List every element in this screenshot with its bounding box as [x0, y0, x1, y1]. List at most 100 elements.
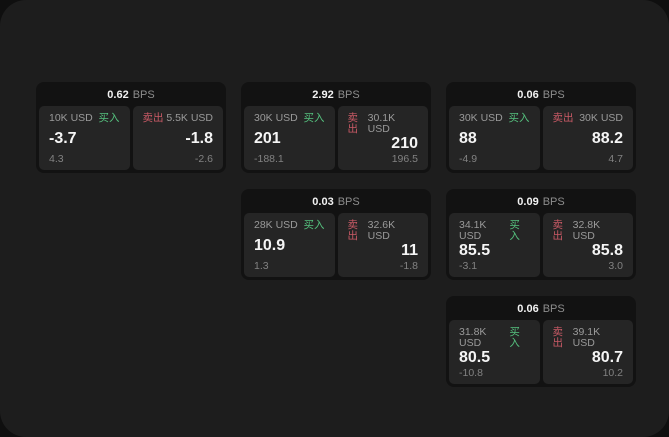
buy-panel-top: 10K USD 买入	[49, 113, 120, 124]
sell-label: 卖出	[552, 219, 564, 242]
buy-label: 买入	[303, 219, 325, 231]
sell-label: 卖出	[347, 112, 359, 135]
buy-delta: 4.3	[49, 152, 64, 165]
buy-size-label: 10K USD	[49, 112, 93, 124]
buy-label: 买入	[508, 112, 530, 124]
quote-card: 2.92 BPS 30K USD 买入 201 -188.1 卖出 30.1K …	[241, 82, 431, 173]
buy-label: 买入	[509, 219, 520, 242]
quote-card: 0.06 BPS 30K USD 买入 88 -4.9 卖出 30K USD 8…	[446, 82, 636, 173]
sell-price: 88.2	[591, 129, 623, 147]
quote-panels: 34.1K USD 买入 85.5 -3.1 卖出 32.8K USD 85.8…	[449, 213, 633, 277]
buy-delta: 1.3	[254, 259, 269, 272]
buy-size-label: 34.1K USD	[459, 219, 487, 242]
sell-panel[interactable]: 卖出 39.1K USD 80.7 10.2	[542, 320, 633, 384]
buy-size-label: 30K USD	[459, 112, 503, 124]
bps-unit-label: BPS	[337, 196, 360, 208]
buy-price: 80.5	[459, 348, 491, 366]
bps-value: 2.92	[312, 89, 334, 101]
bps-unit-label: BPS	[542, 89, 565, 101]
quote-panels: 28K USD 买入 10.9 1.3 卖出 32.6K USD 11 -1.8	[244, 213, 428, 277]
buy-panel[interactable]: 30K USD 买入 201 -188.1	[244, 106, 335, 170]
sell-size-label: 30.1K USD	[367, 112, 396, 135]
sell-size-label: 5.5K USD	[166, 112, 213, 124]
buy-price: 201	[254, 129, 281, 147]
bps-header: 0.62 BPS	[39, 85, 223, 106]
buy-label: 买入	[303, 112, 325, 124]
sell-panel-top: 卖出 30K USD	[553, 113, 624, 124]
sell-panel[interactable]: 卖出 5.5K USD -1.8 -2.6	[132, 106, 223, 170]
buy-panel-top: 30K USD 买入	[459, 113, 530, 124]
bps-header: 0.09 BPS	[449, 192, 633, 213]
bps-value: 0.06	[517, 89, 539, 101]
bps-value: 0.09	[517, 196, 539, 208]
bps-header: 0.06 BPS	[449, 299, 633, 320]
bps-unit-label: BPS	[337, 89, 360, 101]
bps-unit-label: BPS	[542, 196, 565, 208]
buy-price: 10.9	[254, 236, 286, 254]
buy-delta: -10.8	[459, 366, 483, 379]
sell-price: 80.7	[591, 348, 623, 366]
buy-size-label: 28K USD	[254, 219, 298, 231]
sell-panel-top: 卖出 32.8K USD	[553, 220, 624, 241]
sell-size-label: 32.6K USD	[367, 219, 396, 242]
buy-label: 买入	[98, 112, 120, 124]
buy-panel[interactable]: 10K USD 买入 -3.7 4.3	[39, 106, 130, 170]
bps-value: 0.03	[312, 196, 334, 208]
quote-card: 0.03 BPS 28K USD 买入 10.9 1.3 卖出 32.6K US…	[241, 189, 431, 280]
buy-panel[interactable]: 30K USD 买入 88 -4.9	[449, 106, 540, 170]
bps-header: 2.92 BPS	[244, 85, 428, 106]
buy-size-label: 31.8K USD	[459, 326, 487, 349]
buy-panel-top: 30K USD 买入	[254, 113, 325, 124]
bps-header: 0.03 BPS	[244, 192, 428, 213]
sell-size-label: 30K USD	[579, 112, 623, 124]
quote-panels: 30K USD 买入 88 -4.9 卖出 30K USD 88.2 4.7	[449, 106, 633, 170]
sell-delta: -2.6	[194, 152, 213, 165]
sell-label: 卖出	[142, 112, 164, 124]
sell-panel[interactable]: 卖出 32.8K USD 85.8 3.0	[542, 213, 633, 277]
buy-price: -3.7	[49, 129, 77, 147]
sell-delta: 3.0	[608, 259, 623, 272]
sell-size-label: 39.1K USD	[572, 326, 601, 349]
sell-panel-top: 卖出 5.5K USD	[143, 113, 214, 124]
buy-panel-top: 31.8K USD 买入	[459, 327, 530, 348]
sell-panel[interactable]: 卖出 32.6K USD 11 -1.8	[337, 213, 428, 277]
sell-label: 卖出	[552, 326, 564, 349]
sell-price: 11	[401, 241, 418, 259]
quote-card: 0.06 BPS 31.8K USD 买入 80.5 -10.8 卖出 39.1…	[446, 296, 636, 387]
sell-panel-top: 卖出 32.6K USD	[348, 220, 419, 241]
buy-panel[interactable]: 31.8K USD 买入 80.5 -10.8	[449, 320, 540, 384]
sell-panel[interactable]: 卖出 30K USD 88.2 4.7	[542, 106, 633, 170]
bps-unit-label: BPS	[542, 303, 565, 315]
bps-header: 0.06 BPS	[449, 85, 633, 106]
sell-delta: -1.8	[399, 259, 418, 272]
quote-card: 0.62 BPS 10K USD 买入 -3.7 4.3 卖出 5.5K USD…	[36, 82, 226, 173]
buy-delta: -3.1	[459, 259, 478, 272]
buy-panel[interactable]: 28K USD 买入 10.9 1.3	[244, 213, 335, 277]
quote-panels: 30K USD 买入 201 -188.1 卖出 30.1K USD 210 1…	[244, 106, 428, 170]
bps-unit-label: BPS	[132, 89, 155, 101]
sell-price: 85.8	[591, 241, 623, 259]
bps-value: 0.62	[107, 89, 129, 101]
buy-delta: -188.1	[254, 152, 284, 165]
buy-panel-top: 28K USD 买入	[254, 220, 325, 231]
sell-label: 卖出	[347, 219, 359, 242]
sell-panel-top: 卖出 39.1K USD	[553, 327, 624, 348]
sell-delta: 196.5	[391, 152, 418, 165]
sell-label: 卖出	[552, 112, 574, 124]
quote-panels: 10K USD 买入 -3.7 4.3 卖出 5.5K USD -1.8 -2.…	[39, 106, 223, 170]
buy-delta: -4.9	[459, 152, 478, 165]
bps-value: 0.06	[517, 303, 539, 315]
quote-grid: 0.62 BPS 10K USD 买入 -3.7 4.3 卖出 5.5K USD…	[36, 82, 636, 387]
sell-delta: 4.7	[608, 152, 623, 165]
sell-panel[interactable]: 卖出 30.1K USD 210 196.5	[337, 106, 428, 170]
quote-card: 0.09 BPS 34.1K USD 买入 85.5 -3.1 卖出 32.8K…	[446, 189, 636, 280]
buy-panel[interactable]: 34.1K USD 买入 85.5 -3.1	[449, 213, 540, 277]
buy-price: 88	[459, 129, 477, 147]
buy-label: 买入	[509, 326, 520, 349]
sell-delta: 10.2	[602, 366, 623, 379]
quote-panels: 31.8K USD 买入 80.5 -10.8 卖出 39.1K USD 80.…	[449, 320, 633, 384]
sell-price: -1.8	[185, 129, 213, 147]
buy-panel-top: 34.1K USD 买入	[459, 220, 530, 241]
buy-size-label: 30K USD	[254, 112, 298, 124]
